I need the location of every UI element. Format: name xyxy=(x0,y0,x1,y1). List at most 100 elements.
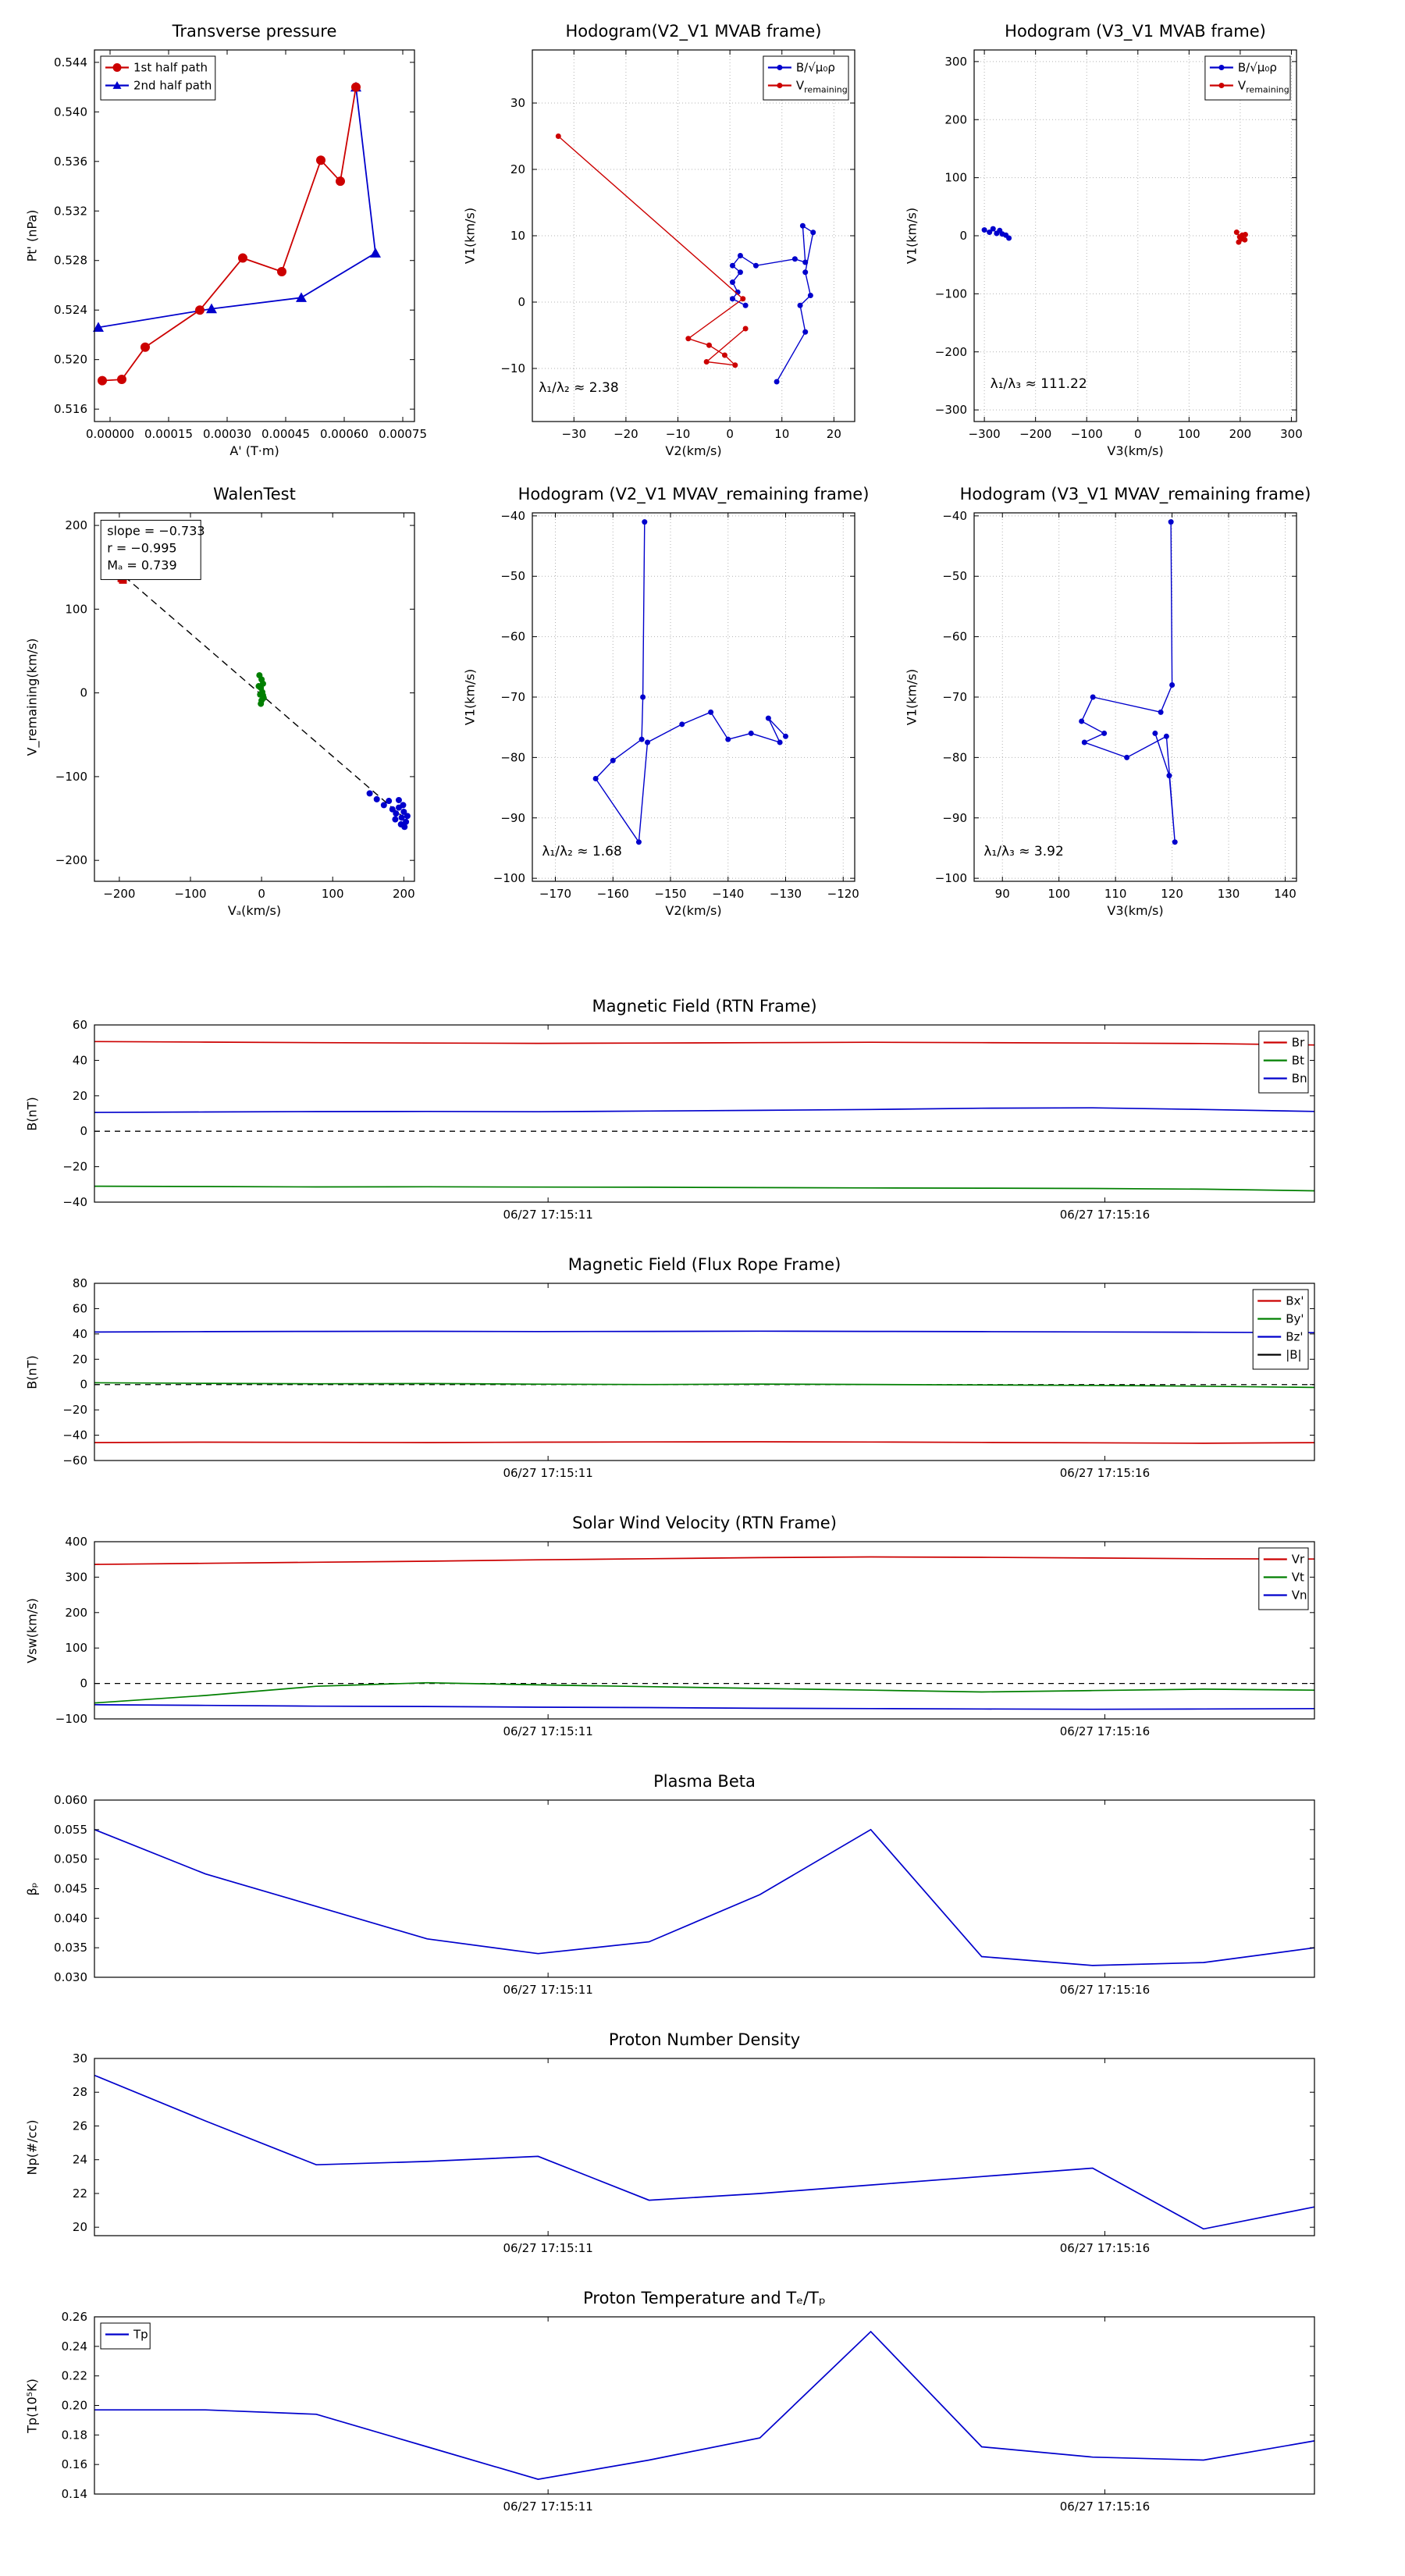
chart-magnetic-field-flux-rope: 06/27 17:15:11 06/27 17:15:16 −60 −40 −20 0 20… xyxy=(62,1276,1315,1480)
marker xyxy=(1168,519,1174,525)
y-tick-label: −100 xyxy=(935,871,967,885)
marker xyxy=(370,247,381,258)
marker xyxy=(685,336,692,342)
y-tick-label: 0.532 xyxy=(54,204,87,218)
marker xyxy=(802,259,809,265)
y-tick-label: −20 xyxy=(62,1160,87,1174)
axes-frame xyxy=(973,512,1297,882)
y-tick-label: 10 xyxy=(510,229,525,243)
y-tick-label: −10 xyxy=(500,361,525,375)
marker xyxy=(404,813,411,820)
y-tick-label: −50 xyxy=(500,569,525,583)
series-Bz-prime xyxy=(94,1330,1315,1334)
y-tick-label: 0.045 xyxy=(54,1882,87,1896)
x-tick-label: −130 xyxy=(770,887,802,901)
x-tick-label: −300 xyxy=(969,427,1001,441)
marker xyxy=(389,806,396,813)
title-magnetic-field-rtn: Magnetic Field (RTN Frame) xyxy=(592,997,817,1016)
y-tick-label: 0.524 xyxy=(54,303,87,317)
marker xyxy=(1079,718,1085,724)
marker xyxy=(259,692,266,699)
series-By-prime xyxy=(94,1382,1315,1389)
series-V-remaining-hodogram xyxy=(595,521,787,844)
legend-label: Vremaining xyxy=(1238,79,1289,95)
title-plasma-beta: Plasma Beta xyxy=(653,1772,756,1791)
x-tick-label: −20 xyxy=(614,427,638,441)
y-tick-label: −90 xyxy=(942,811,967,825)
chart-walen-test: −200 −100 0 100 200 −200 −100 0 100 200 slope = −0… xyxy=(55,512,415,901)
series-Vr xyxy=(94,1556,1315,1565)
legend-label: Br xyxy=(1292,1036,1305,1050)
y-tick-label: 20 xyxy=(510,162,525,176)
x-tick-label: 0 xyxy=(726,427,734,441)
marker xyxy=(336,176,345,187)
marker xyxy=(742,302,749,308)
marker xyxy=(729,296,735,302)
chart-hodogram-v2v1-mvab: −30 −20 −10 0 10 20 −10 0 10 20 30 B/√μ₀ρ Vremaining… xyxy=(500,49,855,441)
legend-label: B/√μ₀ρ xyxy=(796,61,835,75)
x-tick-label: −100 xyxy=(1071,427,1103,441)
legend-label: Bt xyxy=(1292,1054,1304,1068)
marker xyxy=(401,824,408,831)
x-tick-label: 06/27 17:15:11 xyxy=(503,2241,592,2255)
marker xyxy=(774,379,780,385)
marker xyxy=(1158,709,1164,715)
legend-label: Bx' xyxy=(1286,1294,1304,1308)
annotation-text: Mₐ = 0.739 xyxy=(107,557,176,572)
chart-solar-wind-velocity: 06/27 17:15:11 06/27 17:15:16 −100 0 100 200 3… xyxy=(55,1535,1315,1738)
marker xyxy=(642,519,648,525)
x-tick-label: 100 xyxy=(1178,427,1200,441)
title-solar-wind-velocity: Solar Wind Velocity (RTN Frame) xyxy=(572,1514,837,1532)
x-tick-label: 06/27 17:15:16 xyxy=(1060,1208,1150,1222)
y-tick-label: 40 xyxy=(73,1327,87,1341)
y-tick-label: −50 xyxy=(942,569,967,583)
y-tick-label: 0.544 xyxy=(54,55,87,69)
marker xyxy=(1090,694,1096,700)
marker xyxy=(635,839,642,845)
y-tick-label: 0.516 xyxy=(54,402,87,416)
y-tick-label: 40 xyxy=(73,1053,87,1067)
x-tick-label: −170 xyxy=(539,887,571,901)
y-tick-label: 0.24 xyxy=(62,2339,87,2354)
xlabel-transverse-pressure: A' (T·m) xyxy=(229,443,279,458)
y-tick-label: −80 xyxy=(942,750,967,764)
marker xyxy=(638,736,645,742)
x-tick-label: 06/27 17:15:11 xyxy=(503,1466,592,1480)
axes-frame xyxy=(94,1283,1315,1461)
axes-frame xyxy=(94,512,415,882)
marker xyxy=(640,694,646,700)
marker xyxy=(1218,65,1225,70)
x-tick-label: 100 xyxy=(1048,887,1070,901)
y-tick-label: 0.030 xyxy=(54,1970,87,1984)
y-tick-label: 0.040 xyxy=(54,1911,87,1925)
marker xyxy=(398,814,405,821)
title-magnetic-field-flux-rope: Magnetic Field (Flux Rope Frame) xyxy=(567,1255,841,1274)
y-tick-label: 24 xyxy=(73,2153,87,2167)
marker xyxy=(1166,773,1172,779)
marker xyxy=(258,700,265,707)
ylabel-hodogram-v2v1-mvab: V1(km/s) xyxy=(462,207,478,265)
series-Bx-prime xyxy=(94,1441,1315,1444)
axes-frame xyxy=(94,49,415,422)
ylabel-hodogram-v2v1-mvav: V1(km/s) xyxy=(462,668,478,726)
legend-box xyxy=(1252,1289,1309,1370)
series-V-remaining xyxy=(557,135,746,366)
series-1st-half-path xyxy=(101,87,357,382)
y-tick-label: 400 xyxy=(65,1535,87,1549)
series-2nd-half-path xyxy=(98,87,376,329)
x-tick-label: −120 xyxy=(827,887,859,901)
x-tick-label: −150 xyxy=(654,887,686,901)
y-tick-label: −70 xyxy=(942,690,967,704)
marker xyxy=(748,730,754,736)
x-tick-label: 06/27 17:15:11 xyxy=(503,2500,592,2514)
x-tick-label: 110 xyxy=(1104,887,1127,901)
marker xyxy=(740,296,746,302)
chart-plasma-beta: 06/27 17:15:11 06/27 17:15:16 0.030 0.035 0.… xyxy=(54,1793,1315,1997)
series-Bn xyxy=(94,1107,1315,1113)
marker xyxy=(729,262,735,269)
marker xyxy=(777,83,783,88)
legend-box xyxy=(1204,55,1291,101)
ylabel-hodogram-v3v1-mvab: V1(km/s) xyxy=(904,207,919,265)
y-tick-label: −70 xyxy=(500,690,525,704)
marker xyxy=(987,229,993,236)
